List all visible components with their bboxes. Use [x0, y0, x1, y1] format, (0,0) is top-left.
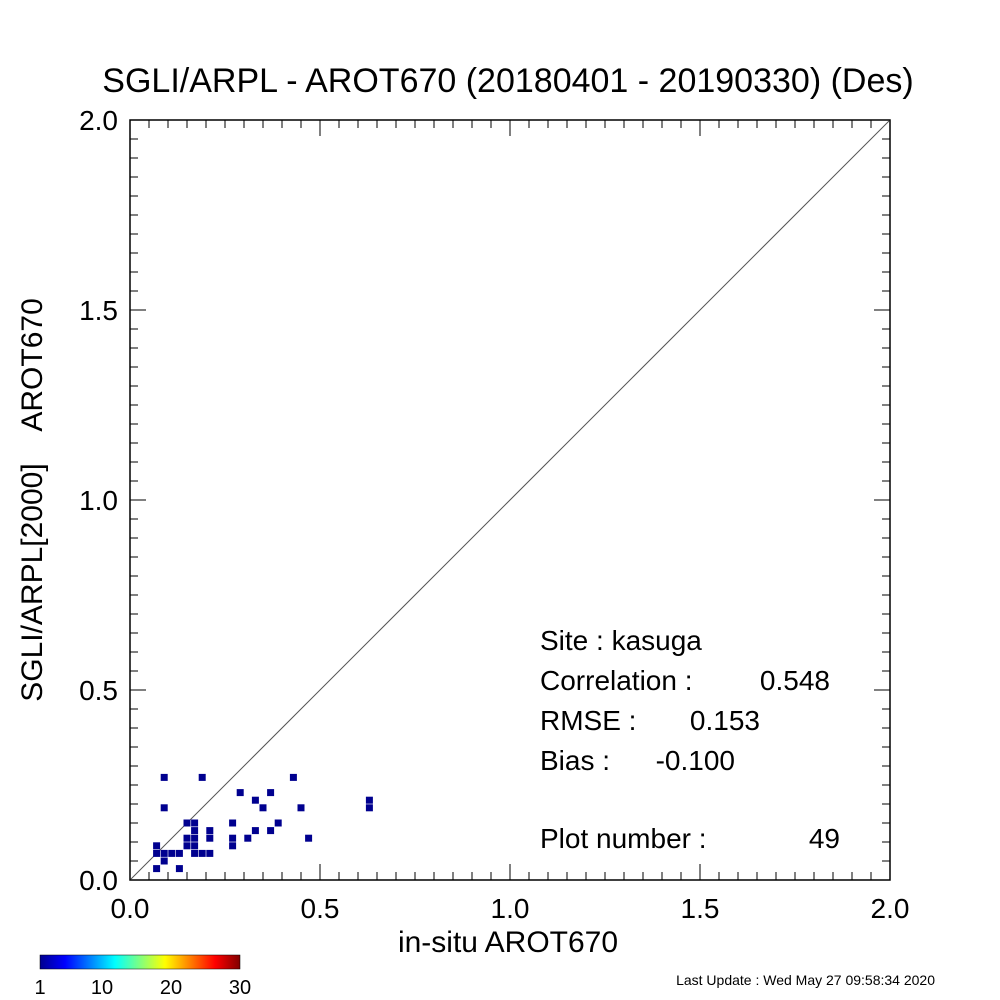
- rmse-label: RMSE :: [540, 705, 636, 736]
- data-point: [175, 865, 183, 873]
- plot-number-label: Plot number :: [540, 823, 707, 854]
- bias-label: Bias :: [540, 745, 610, 776]
- colorbar-tick-label: 20: [160, 977, 182, 999]
- one-to-one-line: [129, 119, 891, 881]
- chart-title: SGLI/ARPL - AROT670 (20180401 - 20190330…: [102, 62, 913, 100]
- colorbar-tick-label: 1: [34, 977, 45, 999]
- data-point: [365, 796, 373, 804]
- y-axis-title: SGLI/ARPL[2000] AROT670: [16, 298, 49, 702]
- x-axis-title: in-situ AROT670: [398, 926, 618, 959]
- colorbar-gradient: [39, 954, 241, 970]
- data-point: [259, 804, 267, 812]
- y-tick-labels: 0.0 0.5 1.0 1.5 2.0: [79, 105, 118, 896]
- data-point: [160, 849, 168, 857]
- data-point: [297, 804, 305, 812]
- site-label: Site : kasuga: [540, 625, 702, 656]
- correlation-label: Correlation :: [540, 665, 693, 696]
- data-point: [229, 834, 237, 842]
- x-tick-label: 1.5: [681, 893, 720, 924]
- data-point: [191, 819, 199, 827]
- minor-ticks: [129, 119, 891, 881]
- y-tick-label: 0.5: [79, 675, 118, 706]
- data-point: [183, 842, 191, 850]
- data-point: [251, 796, 259, 804]
- data-point: [229, 842, 237, 850]
- data-point: [244, 834, 252, 842]
- data-point: [198, 773, 206, 781]
- y-tick-label: 1.5: [79, 295, 118, 326]
- y-tick-label: 2.0: [79, 105, 118, 136]
- data-point: [267, 789, 275, 797]
- y-tick-label: 0.0: [79, 865, 118, 896]
- last-update-text: Last Update : Wed May 27 09:58:34 2020: [676, 972, 935, 988]
- data-point: [206, 827, 214, 835]
- bias-value: -0.100: [656, 745, 735, 776]
- colorbar: 1 10 20 30: [34, 954, 251, 999]
- data-point: [175, 849, 183, 857]
- stats-annotation: Site : kasuga Correlation : 0.548 RMSE :…: [540, 625, 840, 854]
- data-point: [206, 834, 214, 842]
- data-point: [183, 834, 191, 842]
- x-tick-label: 1.0: [491, 893, 530, 924]
- data-point: [191, 827, 199, 835]
- data-point: [251, 827, 259, 835]
- data-point: [305, 834, 313, 842]
- data-point: [191, 834, 199, 842]
- data-point: [289, 773, 297, 781]
- data-point: [191, 842, 199, 850]
- y-tick-label: 1.0: [79, 485, 118, 516]
- data-point: [160, 857, 168, 865]
- x-tick-label: 0.0: [111, 893, 150, 924]
- data-point: [160, 804, 168, 812]
- data-point: [229, 819, 237, 827]
- colorbar-tick-label: 10: [91, 977, 113, 999]
- data-point: [198, 849, 206, 857]
- data-point: [236, 789, 244, 797]
- correlation-value: 0.548: [760, 665, 830, 696]
- data-point: [267, 827, 275, 835]
- plot-number-value: 49: [809, 823, 840, 854]
- data-point: [153, 849, 161, 857]
- data-point: [160, 773, 168, 781]
- data-point: [365, 804, 373, 812]
- data-point: [183, 819, 191, 827]
- x-tick-labels: 0.0 0.5 1.0 1.5 2.0: [111, 893, 910, 924]
- data-point: [153, 865, 161, 873]
- data-point: [153, 842, 161, 850]
- data-point: [191, 849, 199, 857]
- x-tick-label: 0.5: [301, 893, 340, 924]
- data-point: [206, 849, 214, 857]
- data-point: [168, 849, 176, 857]
- rmse-value: 0.153: [690, 705, 760, 736]
- colorbar-tick-label: 30: [229, 977, 251, 999]
- plot-area: [129, 119, 891, 881]
- data-point: [274, 819, 282, 827]
- data-points: [153, 773, 373, 873]
- x-tick-label: 2.0: [871, 893, 910, 924]
